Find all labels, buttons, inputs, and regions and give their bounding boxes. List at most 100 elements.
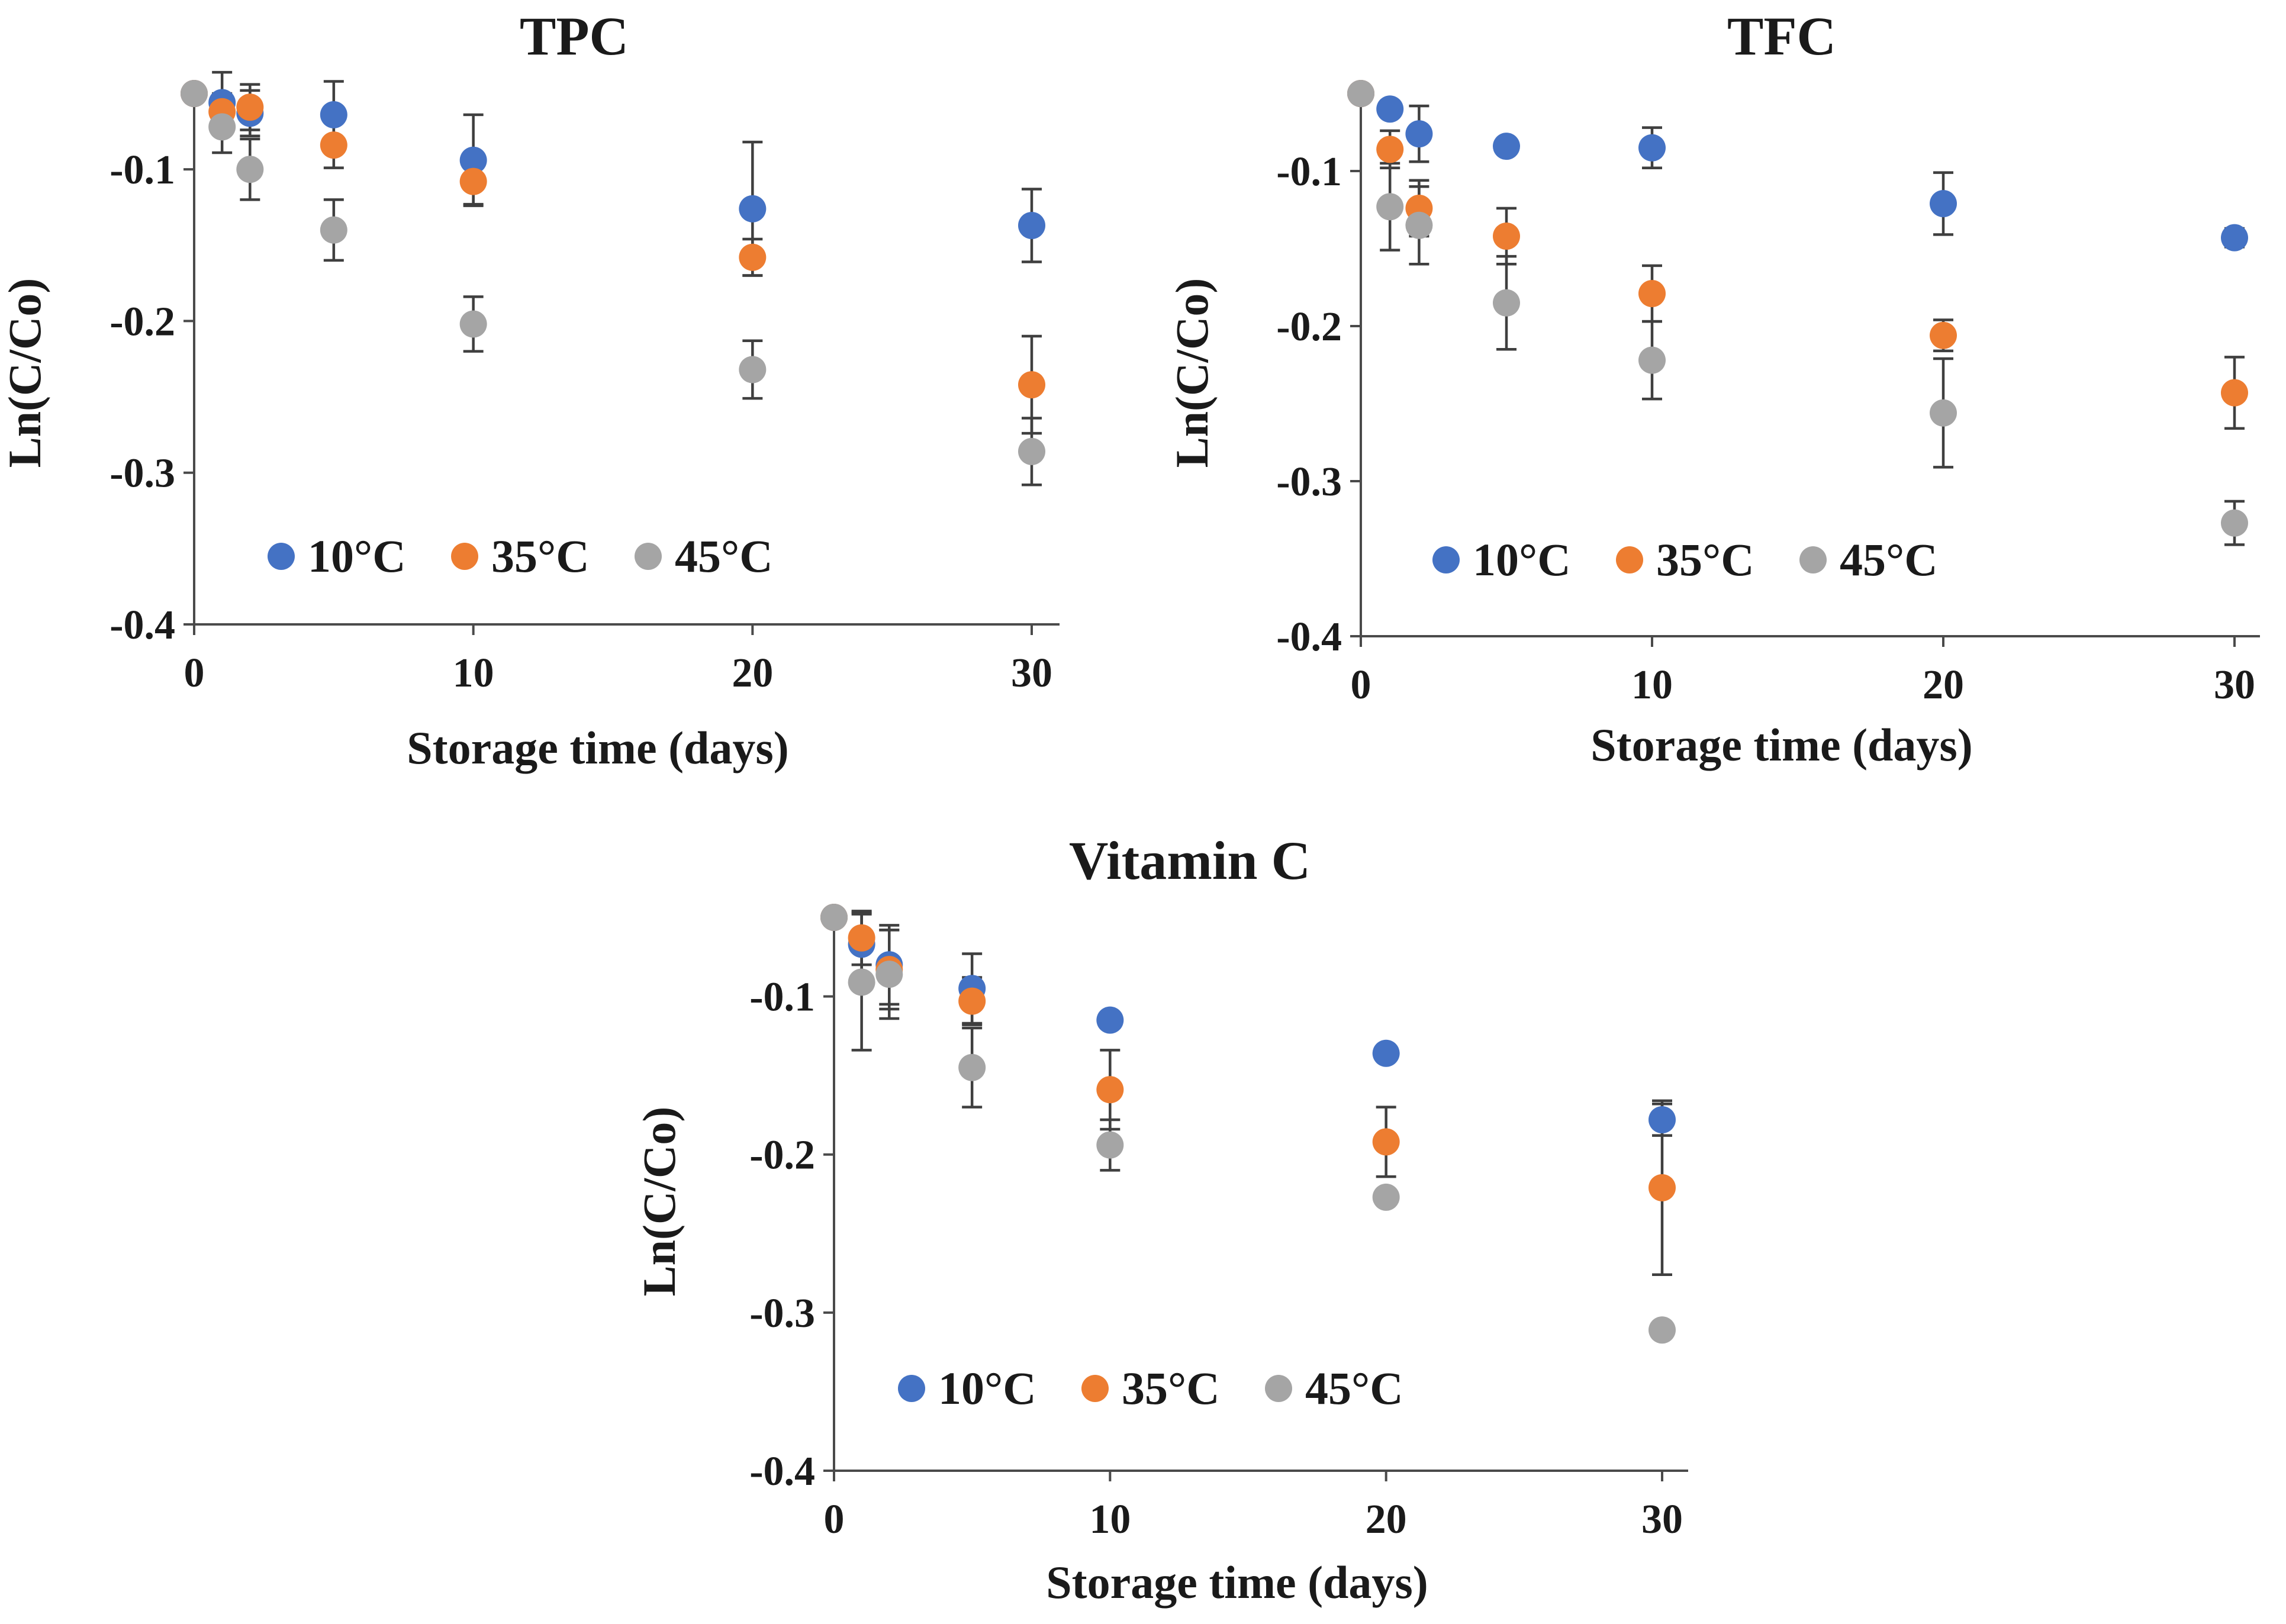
x-tick-label: 20 bbox=[1923, 662, 1964, 708]
data-point bbox=[739, 356, 767, 384]
x-tick-label: 20 bbox=[732, 650, 773, 696]
x-tick-label: 10 bbox=[1631, 662, 1673, 708]
data-point bbox=[1405, 211, 1433, 239]
chart-panel-2: Vitamin C -0.1 -0.2 -0.3 -0.40 10 20 30 Storage … bbox=[633, 830, 1688, 1608]
legend-marker bbox=[1081, 1375, 1109, 1402]
y-axis-label: Ln(C/Co) bbox=[0, 278, 50, 468]
x-tick-label: 30 bbox=[1641, 1497, 1683, 1542]
x-tick-label: 0 bbox=[1351, 662, 1371, 708]
chart-panel-1: TFC -0.1 -0.2 -0.3 -0.40 10 20 30 Storage time (… bbox=[1166, 6, 2260, 771]
x-tick-label: 10 bbox=[1089, 1497, 1131, 1542]
y-tick-label: -0.3 bbox=[1276, 459, 1342, 505]
data-point bbox=[1493, 133, 1520, 160]
data-point bbox=[2221, 509, 2248, 537]
series-1 bbox=[851, 910, 1672, 1276]
data-point bbox=[1096, 1076, 1124, 1104]
data-point bbox=[236, 156, 264, 183]
data-point bbox=[1018, 371, 1045, 399]
x-tick-label: 10 bbox=[453, 650, 494, 696]
legend-marker bbox=[268, 543, 295, 570]
data-point bbox=[820, 904, 848, 931]
data-point bbox=[1347, 80, 1374, 107]
chart-panel-0: TPC -0.1 -0.2 -0.3 -0.40 10 20 30 Storage time (… bbox=[0, 6, 1060, 774]
data-point bbox=[320, 101, 347, 128]
data-point bbox=[2221, 379, 2248, 407]
data-point bbox=[1405, 120, 1433, 148]
data-point bbox=[1930, 190, 1957, 218]
x-axis-label: Storage time (days) bbox=[1046, 1557, 1428, 1608]
data-point bbox=[848, 924, 875, 952]
data-point bbox=[1930, 321, 1957, 349]
data-point bbox=[1649, 1106, 1676, 1133]
data-point bbox=[1376, 193, 1404, 221]
legend-marker bbox=[635, 543, 662, 570]
data-point bbox=[1493, 289, 1520, 317]
data-point bbox=[208, 113, 236, 141]
x-tick-label: 30 bbox=[2214, 662, 2255, 708]
data-point bbox=[958, 987, 986, 1015]
data-point bbox=[320, 216, 347, 244]
legend-label: 45°C bbox=[1305, 1362, 1403, 1414]
legend-label: 35°C bbox=[1122, 1362, 1220, 1414]
chart-title: Vitamin C bbox=[1069, 830, 1311, 891]
legend-marker bbox=[1616, 546, 1643, 573]
data-point bbox=[1649, 1174, 1676, 1201]
data-point bbox=[1372, 1039, 1400, 1067]
x-tick-label: 0 bbox=[824, 1497, 845, 1542]
data-point bbox=[739, 243, 767, 271]
data-point bbox=[1096, 1006, 1124, 1034]
data-point bbox=[1018, 437, 1045, 465]
data-point bbox=[459, 310, 487, 338]
legend: 10°C 35°C 45°C bbox=[1432, 534, 1938, 585]
legend-label: 35°C bbox=[491, 530, 590, 582]
data-point bbox=[1638, 346, 1666, 374]
series-2 bbox=[1380, 162, 2245, 546]
legend-label: 45°C bbox=[1840, 534, 1938, 585]
y-tick-label: -0.4 bbox=[110, 602, 175, 648]
y-tick-label: -0.1 bbox=[1276, 149, 1342, 195]
data-point bbox=[739, 195, 767, 223]
legend: 10°C 35°C 45°C bbox=[268, 530, 773, 582]
series-1 bbox=[1380, 129, 2245, 430]
data-point bbox=[1018, 211, 1045, 239]
data-point bbox=[181, 80, 208, 107]
data-point bbox=[1372, 1183, 1400, 1211]
y-tick-label: -0.4 bbox=[749, 1449, 815, 1494]
data-point bbox=[875, 961, 903, 988]
y-tick-label: -0.2 bbox=[110, 299, 175, 344]
legend-marker bbox=[1799, 546, 1827, 573]
x-tick-label: 0 bbox=[184, 650, 205, 696]
y-tick-label: -0.1 bbox=[110, 147, 175, 193]
data-point bbox=[848, 968, 875, 996]
series-2 bbox=[212, 99, 1042, 486]
data-point bbox=[1096, 1131, 1124, 1159]
y-tick-label: -0.2 bbox=[749, 1133, 815, 1178]
y-tick-label: -0.4 bbox=[1276, 614, 1342, 660]
legend: 10°C 35°C 45°C bbox=[898, 1362, 1403, 1414]
x-axis-label: Storage time (days) bbox=[1590, 719, 1973, 771]
legend-marker bbox=[1265, 1375, 1292, 1402]
data-point bbox=[1376, 136, 1404, 163]
x-tick-label: 20 bbox=[1366, 1497, 1407, 1542]
data-point bbox=[1930, 399, 1957, 427]
x-tick-label: 30 bbox=[1011, 650, 1052, 696]
data-point bbox=[459, 146, 487, 174]
legend-marker bbox=[898, 1375, 925, 1402]
y-axis-label: Ln(C/Co) bbox=[1166, 278, 1218, 468]
data-point bbox=[320, 131, 347, 159]
y-tick-label: -0.2 bbox=[1276, 304, 1342, 350]
chart-title: TFC bbox=[1727, 6, 1836, 66]
chart-title: TPC bbox=[520, 6, 629, 66]
legend-label: 45°C bbox=[675, 530, 773, 582]
data-point bbox=[1638, 279, 1666, 307]
legend-marker bbox=[1432, 546, 1460, 573]
legend-marker bbox=[451, 543, 478, 570]
data-point bbox=[459, 167, 487, 195]
y-tick-label: -0.3 bbox=[749, 1291, 815, 1336]
data-point bbox=[2221, 224, 2248, 252]
legend-label: 10°C bbox=[938, 1362, 1036, 1414]
data-point bbox=[1638, 134, 1666, 162]
y-tick-label: -0.1 bbox=[749, 975, 815, 1020]
data-point bbox=[958, 1053, 986, 1081]
